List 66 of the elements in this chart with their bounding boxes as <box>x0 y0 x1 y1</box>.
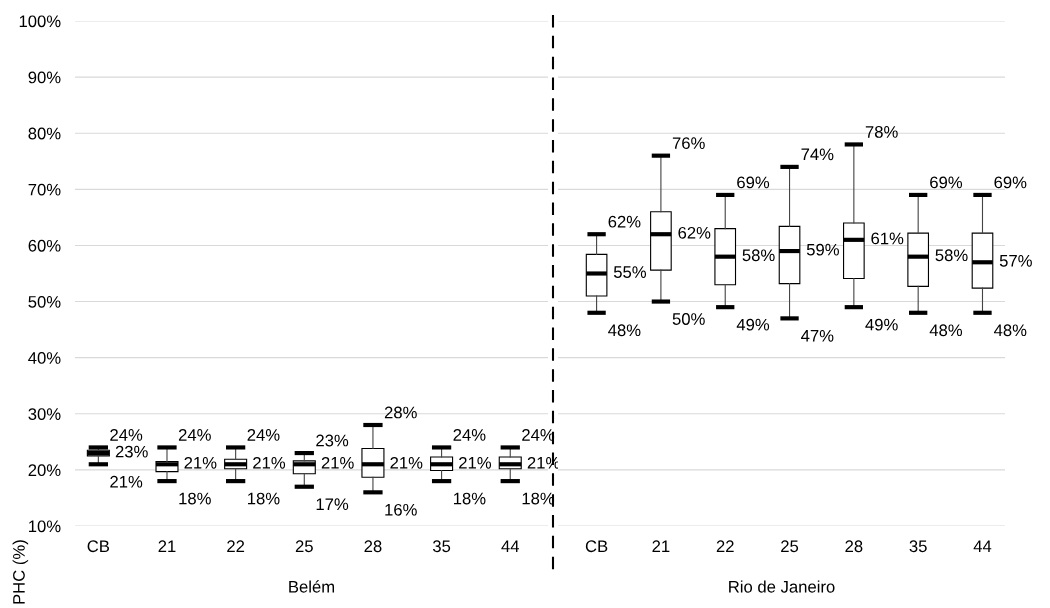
x-tick-label: 44 <box>501 540 520 552</box>
annotation: 21% <box>184 456 217 469</box>
x-tick-label: 44 <box>973 540 992 552</box>
x-tick-label: 22 <box>716 540 734 552</box>
x-tick-label: 35 <box>432 540 451 553</box>
x-axis-title: Rio de Janeiro <box>729 580 835 593</box>
y-tick-label: 30% <box>28 408 61 420</box>
annotation: 58% <box>742 249 775 262</box>
annotation: 74% <box>801 148 834 161</box>
x-tick-label: 28 <box>364 540 382 553</box>
annotation: 18% <box>179 492 211 505</box>
y-tick-label: 20% <box>28 464 61 477</box>
annotation: 69% <box>994 176 1027 189</box>
y-axis-title: PHC (%) <box>12 540 29 604</box>
annotation: 23% <box>316 434 349 447</box>
annotation: 24% <box>247 429 280 441</box>
annotation: 21% <box>390 456 423 469</box>
annotation: 78% <box>865 126 898 138</box>
annotation: 24% <box>178 429 211 441</box>
annotation: 21% <box>459 456 492 469</box>
annotation: 69% <box>737 176 770 189</box>
annotation: 21% <box>253 456 286 469</box>
x-tick-label: CB <box>585 540 608 553</box>
y-tick-label: 40% <box>28 352 61 364</box>
annotation: 61% <box>871 232 904 245</box>
annotation: 57% <box>999 255 1032 267</box>
annotation: 48% <box>929 324 963 337</box>
y-tick-label: 50% <box>28 295 61 308</box>
annotation: 69% <box>930 176 963 189</box>
annotation: 49% <box>736 318 770 331</box>
annotation: 24% <box>453 429 486 441</box>
y-tick-label: 10% <box>29 520 61 533</box>
annotation: 47% <box>801 330 834 342</box>
annotation: 18% <box>453 492 486 505</box>
annotation: 23% <box>115 445 148 458</box>
annotation: 16% <box>385 503 417 516</box>
annotation: 59% <box>806 243 839 256</box>
annotation: 62% <box>608 215 641 228</box>
x-tick-label: 35 <box>909 540 927 553</box>
x-tick-label: 25 <box>295 540 313 553</box>
annotation: 50% <box>672 313 705 325</box>
x-tick-label: 28 <box>845 540 863 553</box>
annotation: 48% <box>608 324 641 337</box>
y-tick-label: 60% <box>28 239 61 252</box>
y-tick-label: 90% <box>28 71 61 84</box>
x-tick-label: CB <box>87 540 110 553</box>
x-tick-label: 21 <box>652 540 670 552</box>
annotation: 49% <box>865 318 898 331</box>
y-tick-label: 100% <box>19 15 61 28</box>
annotation: 55% <box>613 266 647 278</box>
annotation: 58% <box>935 249 968 262</box>
y-tick-label: 80% <box>28 127 61 140</box>
annotation: 62% <box>678 226 711 239</box>
annotation: 76% <box>672 137 705 150</box>
annotation: 28% <box>384 406 417 419</box>
annotation: 48% <box>993 324 1027 337</box>
annotation: 18% <box>248 492 280 505</box>
annotation: 21% <box>321 456 354 469</box>
annotation: 21% <box>110 475 143 488</box>
x-tick-label: 22 <box>227 540 245 552</box>
x-tick-label: 25 <box>781 540 799 553</box>
annotation: 17% <box>316 498 349 511</box>
y-tick-label: 70% <box>28 183 61 196</box>
x-tick-label: 21 <box>158 540 176 552</box>
x-axis-title: Belém <box>289 580 335 593</box>
annotation: 24% <box>110 429 143 441</box>
